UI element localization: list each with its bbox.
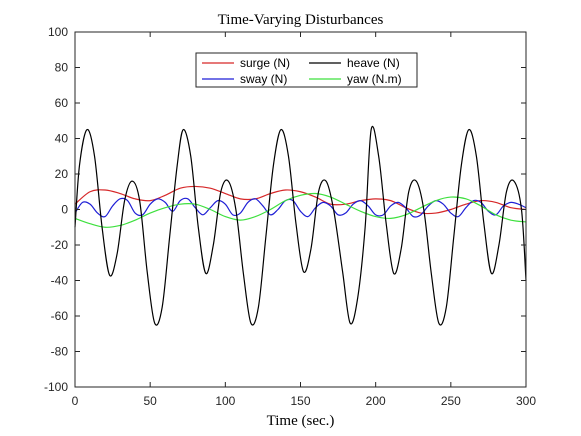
x-tick-label: 100 bbox=[215, 394, 235, 408]
legend-label-yaw: yaw (N.m) bbox=[347, 72, 402, 86]
legend-entries: surge (N) heave (N) sway (N) yaw (N.m) bbox=[202, 56, 402, 86]
y-tick-label: 80 bbox=[55, 61, 69, 75]
x-tick-label: 200 bbox=[366, 394, 386, 408]
y-tick-label: -60 bbox=[51, 309, 69, 323]
ticks-layer: 0 50 100 150 200 250 300 -100 -80 -60 -40 -20 0 20 40 6… bbox=[44, 25, 536, 408]
x-tick-label: 50 bbox=[143, 394, 157, 408]
series-line-sway bbox=[74, 197, 527, 218]
y-tick-label: -20 bbox=[51, 238, 69, 252]
y-tick-label: 60 bbox=[55, 96, 69, 110]
y-tick-label: -80 bbox=[51, 345, 69, 359]
x-tick-label: 0 bbox=[72, 394, 79, 408]
y-tick-label: 0 bbox=[61, 203, 68, 217]
series-line-yaw bbox=[74, 192, 527, 228]
series-layer bbox=[74, 125, 527, 326]
x-axis-label: Time (sec.) bbox=[267, 413, 335, 429]
legend-label-heave: heave (N) bbox=[347, 56, 400, 70]
series-line-surge bbox=[74, 185, 527, 215]
y-tick-label: 100 bbox=[48, 25, 68, 39]
x-tick-label: 250 bbox=[441, 394, 461, 408]
y-tick-label: 40 bbox=[55, 132, 69, 146]
x-tick-label: 150 bbox=[290, 394, 310, 408]
legend-label-sway: sway (N) bbox=[240, 72, 287, 86]
chart-title: Time-Varying Disturbances bbox=[218, 12, 384, 28]
series-line-heave bbox=[74, 125, 527, 326]
legend: surge (N) heave (N) sway (N) yaw (N.m) bbox=[195, 52, 418, 88]
x-tick-label: 300 bbox=[516, 394, 536, 408]
legend-box bbox=[195, 52, 418, 88]
y-tick-label: -40 bbox=[51, 274, 69, 288]
legend-label-surge: surge (N) bbox=[240, 56, 290, 70]
y-tick-label: -100 bbox=[44, 380, 68, 394]
y-tick-label: 20 bbox=[55, 167, 69, 181]
